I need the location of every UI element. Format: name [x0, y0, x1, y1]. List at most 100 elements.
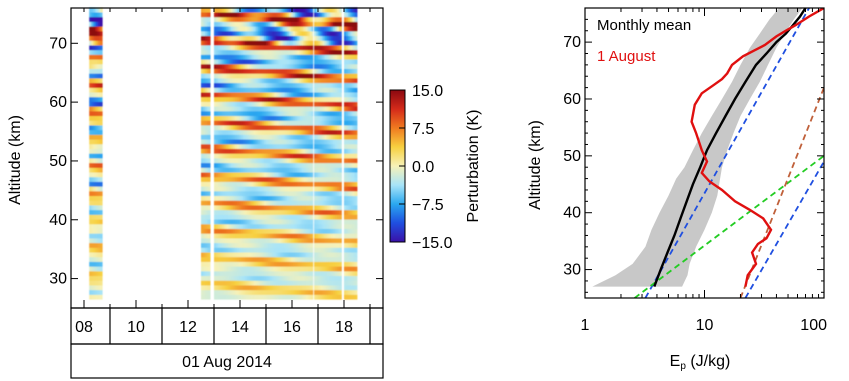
heatmap-cell: [236, 228, 240, 234]
heatmap-cell: [270, 110, 273, 117]
heatmap-cell: [222, 195, 225, 201]
heatmap-cell: [301, 12, 304, 18]
heatmap-cell: [201, 242, 204, 248]
heatmap-cell: [290, 40, 294, 46]
heatmap-cell: [97, 96, 100, 102]
heatmap-cell: [311, 261, 314, 267]
heatmap-cell: [253, 129, 256, 135]
heatmap-cell: [259, 125, 263, 131]
heatmap-cell: [236, 275, 240, 281]
heatmap-cell: [207, 73, 210, 79]
heatmap-cell: [203, 35, 206, 41]
heatmap-cell: [299, 176, 302, 182]
heatmap-cell: [201, 63, 204, 69]
heatmap-cell: [95, 45, 98, 51]
heatmap-cell: [261, 252, 265, 258]
heatmap-cell: [326, 190, 330, 197]
heatmap-cell: [301, 209, 304, 215]
heatmap-cell: [255, 181, 259, 187]
heatmap-cell: [348, 214, 351, 220]
heatmap-cell: [205, 242, 208, 248]
heatmap-cell: [352, 172, 355, 178]
heatmap-cell: [203, 96, 206, 102]
heatmap-cell: [251, 289, 254, 295]
heatmap-cell: [318, 209, 321, 215]
heatmap-cell: [282, 153, 286, 159]
heatmap-cell: [282, 209, 286, 215]
heatmap-cell: [97, 68, 100, 74]
heatmap-cell: [354, 78, 357, 84]
heatmap-cell: [350, 158, 353, 164]
heatmap-cell: [95, 73, 98, 79]
heatmap-cell: [280, 35, 284, 41]
heatmap-cell: [238, 186, 242, 192]
heatmap-cell: [238, 214, 242, 220]
heatmap-cell: [266, 96, 269, 102]
heatmap-cell: [216, 87, 219, 93]
heatmap-cell: [305, 40, 308, 46]
heatmap-cell: [274, 73, 277, 79]
heatmap-cell: [234, 176, 238, 182]
heatmap-cell: [324, 73, 327, 79]
heatmap-cell: [97, 247, 100, 253]
heatmap-cell: [346, 101, 349, 107]
heatmap-cell: [309, 289, 313, 295]
heatmap-cell: [278, 261, 281, 267]
heatmap-cell: [93, 195, 96, 201]
heatmap-cell: [316, 73, 319, 79]
heatmap-cell: [209, 21, 211, 27]
heatmap-cell: [241, 270, 244, 277]
heatmap-cell: [352, 181, 355, 187]
heatmap-cell: [305, 186, 308, 192]
heatmap-cell: [93, 139, 96, 145]
heatmap-cell: [339, 101, 342, 107]
heatmap-cell: [222, 92, 225, 98]
heatmap-cell: [236, 139, 240, 145]
heatmap-cell: [218, 148, 221, 154]
heatmap-cell: [95, 195, 98, 201]
heatmap-cell: [241, 252, 244, 258]
heatmap-cell: [356, 294, 358, 300]
heatmap-cell: [350, 195, 353, 201]
heatmap-cell: [255, 54, 259, 60]
heatmap-cell: [284, 82, 288, 88]
heatmap-cell: [243, 139, 246, 145]
heatmap-cell: [97, 35, 100, 41]
heatmap-cell: [97, 294, 100, 300]
heatmap-cell: [348, 242, 351, 248]
heatmap-cell: [245, 209, 248, 215]
heatmap-cell: [341, 82, 342, 88]
heatmap-cell: [286, 242, 290, 248]
heatmap-cell: [259, 233, 263, 239]
heatmap-cell: [251, 73, 254, 79]
heatmap-cell: [247, 172, 250, 178]
heatmap-cell: [276, 101, 279, 107]
heatmap-cell: [263, 280, 267, 286]
heatmap-cell: [326, 63, 330, 69]
heatmap-cell: [230, 186, 234, 192]
heatmap-cell: [91, 21, 94, 27]
heatmap-cell: [332, 115, 336, 121]
heatmap-cell: [320, 238, 323, 244]
heatmap-cell: [280, 92, 284, 98]
heatmap-cell: [245, 106, 248, 112]
heatmap-cell: [224, 129, 227, 135]
heatmap-cell: [278, 228, 281, 234]
heatmap-cell: [280, 45, 284, 51]
heatmap-cell: [243, 30, 246, 37]
heatmap-cell: [222, 209, 225, 215]
heatmap-cell: [286, 125, 290, 131]
heatmap-cell: [316, 219, 319, 225]
heatmap-cell: [268, 228, 271, 234]
heatmap-cell: [330, 205, 334, 211]
heatmap-cell: [266, 26, 269, 32]
heatmap-cell: [268, 16, 271, 22]
heatmap-cell: [316, 139, 319, 145]
heatmap-cell: [290, 110, 294, 117]
heatmap-cell: [348, 190, 351, 197]
heatmap-cell: [243, 120, 246, 126]
heatmap-cell: [255, 16, 259, 22]
heatmap-cell: [259, 205, 263, 211]
heatmap-cell: [268, 49, 271, 55]
heatmap-cell: [216, 125, 219, 131]
